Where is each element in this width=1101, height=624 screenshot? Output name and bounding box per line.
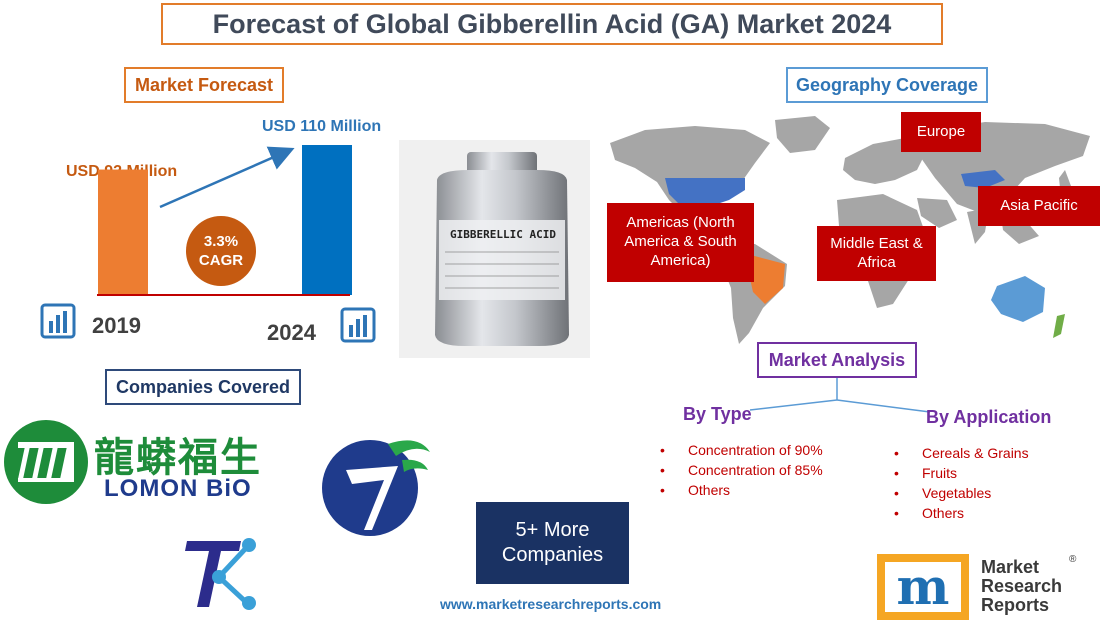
by-type-list: Concentration of 90% Concentration of 85… [660,440,860,500]
list-item: Concentration of 85% [660,460,860,480]
market-forecast-label: Market Forecast [124,67,284,103]
page-title: Forecast of Global Gibberellin Acid (GA)… [161,3,943,45]
year-2024: 2024 [267,320,316,345]
lomon-logo: 龍蟒福生 LOMON BiO [0,413,272,511]
list-item: Others [894,503,1094,523]
by-application-heading: By Application [926,407,1052,427]
cagr-value: 3.3% [203,232,239,250]
cagr-label: CAGR [198,252,244,269]
lomon-english-name: LOMON BiO [104,475,252,502]
region-americas: Americas (North America & South America) [607,203,754,282]
forecast-chart [97,145,352,296]
mrr-logo: m Market Research Reports ® [877,554,1089,620]
more-companies-box: 5+ More Companies [476,502,629,584]
website-url[interactable]: www.marketresearchreports.com [440,596,662,612]
registered-mark: ® [1069,554,1077,565]
mrr-line3: Reports [981,595,1050,615]
region-europe: Europe [901,112,981,152]
list-item: Concentration of 90% [660,440,860,460]
bar-2019 [98,169,148,295]
more-companies-line2: Companies [501,544,604,566]
market-analysis-label: Market Analysis [757,342,917,378]
by-application-list: Cereals & Grains Fruits Vegetables Other… [894,443,1094,523]
value-2024-label: USD 110 Million [262,118,382,135]
lomon-emblem [4,420,88,504]
growth-arrow [159,146,295,209]
company-logo-tk [185,538,256,610]
analysis-connector [749,378,931,413]
region-middle-east-africa: Middle East & Africa [817,226,936,281]
bar-chart-icon [340,307,376,343]
product-image: GIBBERELLIC ACID [399,140,590,358]
lomon-chinese-name: 龍蟒福生 [94,435,262,481]
list-item: Vegetables [894,483,1094,503]
mrr-mark: m [896,557,950,616]
list-item: Cereals & Grains [894,443,1094,463]
product-label-text: GIBBERELLIC ACID [450,228,556,241]
mrr-line2: Research [981,576,1063,596]
bar-chart-icon [40,303,76,339]
company-logo-swoosh [322,440,430,536]
companies-covered-label: Companies Covered [105,369,301,405]
geography-coverage-label: Geography Coverage [786,67,988,103]
list-item: Fruits [894,463,1094,483]
region-asia-pacific: Asia Pacific [978,186,1100,226]
year-2019: 2019 [92,313,141,338]
cagr-badge: 3.3% CAGR [186,216,256,286]
mrr-name: Market Research Reports [981,558,1062,615]
bar-2024 [302,145,352,295]
more-companies-line1: 5+ More [515,519,590,541]
mrr-emblem: m [877,554,969,620]
by-type-heading: By Type [683,404,752,424]
list-item: Others [660,480,860,500]
mrr-line1: Market [981,557,1040,577]
